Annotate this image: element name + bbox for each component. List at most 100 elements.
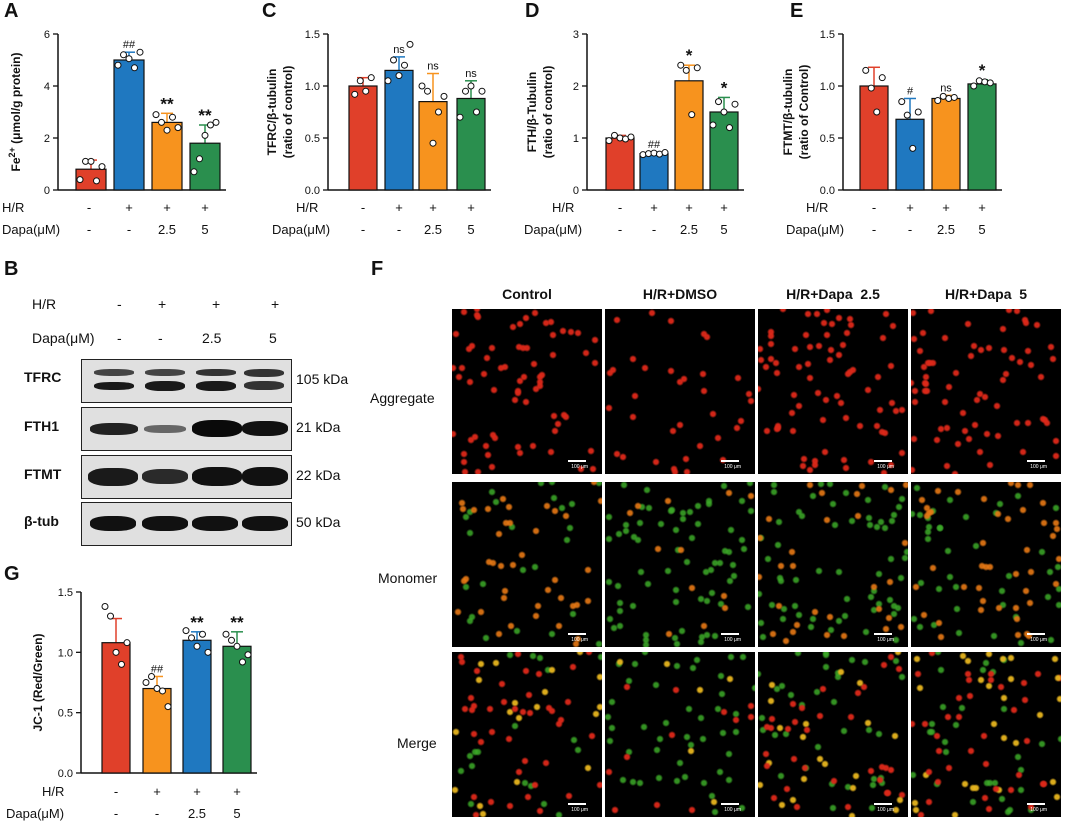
scale-bar-label: 100 μm — [571, 807, 588, 813]
band — [192, 516, 238, 531]
scale-bar-label: 100 μm — [724, 464, 741, 470]
chart-a-point — [163, 126, 171, 134]
chart-e-annotation: # — [907, 85, 914, 97]
chart-g-dapa-value: - — [155, 806, 159, 821]
chart-g-dapa-value: 5 — [233, 806, 240, 821]
chart-e-annotation: ns — [940, 82, 952, 94]
micro-image: 100 μm — [452, 652, 602, 817]
scale-bar — [721, 803, 739, 805]
chart-d-bar — [674, 80, 704, 191]
chart-a-dapa-value: 2.5 — [158, 222, 176, 237]
chart-d-dapa-value: 5 — [720, 222, 727, 237]
chart-d-point — [693, 64, 701, 72]
chart-a-point — [158, 118, 165, 126]
panel-label-a: A — [4, 0, 19, 22]
chart-a-dapa-value: - — [87, 222, 91, 237]
chart-g-ytick-label: 1.0 — [58, 647, 73, 659]
band — [142, 469, 188, 484]
chart-a-ytick-label: 4 — [44, 81, 50, 93]
chart-a-point — [76, 176, 84, 184]
chart-g-bar — [182, 639, 212, 774]
blot-hr-1: - — [117, 296, 122, 312]
chart-a-dapa-value: 5 — [201, 222, 208, 237]
chart-c-dapa-value: - — [397, 222, 401, 237]
chart-e-ytick-label: 0.5 — [820, 133, 835, 145]
chart-d-bar — [639, 153, 669, 191]
band — [90, 516, 136, 531]
chart-c-point — [390, 56, 397, 64]
chart-d-dapa-value: - — [652, 222, 656, 237]
blot-dapa-3: 2.5 — [202, 330, 222, 346]
blot-strip-fth1 — [81, 407, 292, 451]
chart-g-bar — [222, 645, 252, 774]
chart-d-dapa-value: - — [618, 222, 622, 237]
band — [144, 425, 186, 433]
chart-d-point — [616, 134, 624, 142]
chart-e-dapa-value: - — [872, 222, 876, 237]
scale-bar — [1027, 803, 1045, 805]
chart-d-hr-value: + — [685, 200, 693, 215]
chart-a-point — [131, 64, 138, 72]
chart-a-point — [114, 61, 122, 69]
chart-d-point — [731, 100, 739, 108]
micro-col-dapa25: H/R+Dapa 2.5 — [786, 286, 880, 302]
micro-row-aggregate: Aggregate — [370, 390, 435, 406]
chart-e-point — [867, 84, 875, 92]
micro-col-dapa5: H/R+Dapa 5 — [944, 286, 1028, 302]
micro-row-merge: Merge — [397, 735, 437, 751]
chart-d-hr-value: - — [618, 200, 622, 215]
micro-col-control: Control — [502, 286, 552, 302]
chart-c-bar — [348, 85, 378, 191]
chart-e-ylabel-2: (ratio of Control) — [797, 65, 811, 160]
chart-d-point — [611, 131, 618, 139]
band — [196, 381, 236, 391]
chart-g-hr-value: - — [114, 784, 118, 799]
panel-label-b: B — [4, 258, 19, 280]
chart-g-bar — [101, 642, 131, 774]
band — [244, 381, 284, 390]
chart-c-annotation: ns — [393, 44, 405, 56]
blot-protein-fth1: FTH1 — [24, 418, 59, 434]
chart-g-ytick-label: 1.5 — [58, 587, 73, 599]
chart-d-annotation: * — [686, 46, 693, 65]
chart-a-ytick-label: 0 — [44, 185, 50, 197]
chart-e-hr-value: + — [942, 200, 950, 215]
micro-image: 100 μm — [605, 652, 755, 817]
chart-c-bar — [456, 97, 486, 191]
chart-a-point — [190, 168, 198, 176]
chart-e-dapa-label: Dapa(μM) — [786, 222, 844, 237]
chart-g-point — [159, 687, 166, 695]
chart-g-bar — [142, 687, 172, 774]
chart-a-point — [174, 124, 182, 132]
micro-image: 100 μm — [911, 652, 1061, 817]
scale-bar — [721, 633, 739, 635]
micro-image: 100 μm — [452, 309, 602, 474]
band — [192, 420, 242, 437]
chart-g-point — [164, 703, 172, 711]
chart-a-point — [125, 55, 133, 63]
chart-a-point — [201, 131, 209, 139]
scale-bar — [874, 460, 892, 462]
band — [94, 369, 134, 376]
chart-d-point — [726, 124, 733, 132]
chart-d-point — [720, 108, 728, 116]
blot-dapa-4: 5 — [269, 330, 277, 346]
scale-bar — [568, 633, 586, 635]
blot-hr-4: + — [271, 296, 280, 312]
band — [192, 467, 242, 486]
chart-g-dapa-value: 2.5 — [188, 806, 206, 821]
chart-c-point — [440, 92, 448, 100]
micro-image: 100 μm — [758, 309, 908, 474]
scale-bar — [1027, 633, 1045, 635]
chart-e-point — [986, 79, 994, 87]
chart-c-ylabel-2: (ratio of control) — [281, 66, 295, 159]
chart-d-dapa-label: Dapa(μM) — [524, 222, 582, 237]
scale-bar — [874, 633, 892, 635]
band — [244, 369, 284, 377]
scale-bar — [874, 803, 892, 805]
chart-a-point — [169, 113, 176, 121]
micro-image: 100 μm — [911, 309, 1061, 474]
chart-a-hr-value: + — [163, 200, 171, 215]
chart-e-bar — [895, 118, 925, 191]
chart-g-dapa-label: Dapa(μM) — [6, 806, 64, 821]
